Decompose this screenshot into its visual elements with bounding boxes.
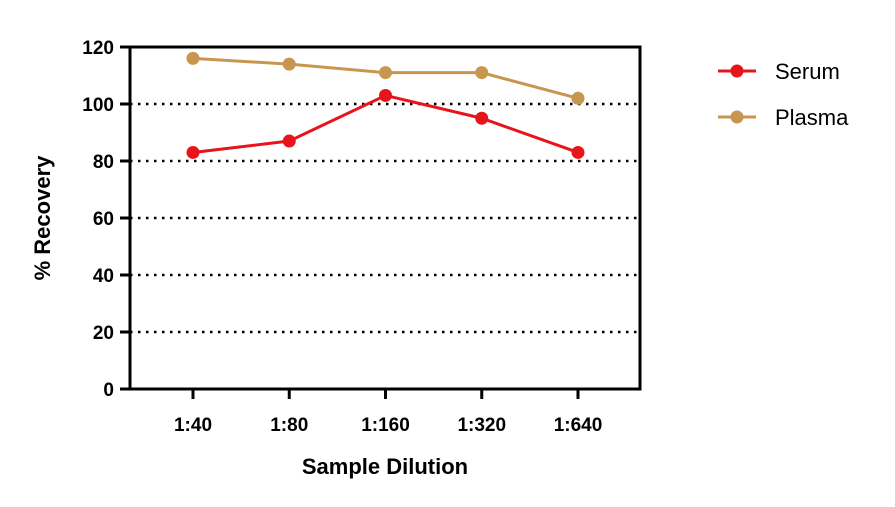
y-axis: 0 20 40 60 80 100 120 <box>82 38 130 401</box>
series-serum <box>186 88 585 159</box>
legend-label: Serum <box>775 59 840 84</box>
x-axis-title: Sample Dilution <box>302 454 468 479</box>
data-point <box>379 88 392 102</box>
y-tick-label: 60 <box>93 209 114 230</box>
legend-item: Serum <box>718 59 840 84</box>
legend: Serum Plasma <box>718 59 849 130</box>
y-tick-label: 120 <box>82 38 114 59</box>
data-point <box>186 145 200 159</box>
y-tick-label: 20 <box>93 323 114 344</box>
x-tick-label: 1:640 <box>554 415 603 436</box>
data-point <box>282 134 296 148</box>
y-axis-title: % Recovery <box>30 155 55 281</box>
gridlines <box>130 102 640 334</box>
data-point <box>379 66 392 80</box>
legend-item: Plasma <box>718 105 849 130</box>
series-layer <box>186 51 585 159</box>
plot-frame <box>128 45 642 391</box>
x-tick-label: 1:80 <box>270 415 308 436</box>
x-tick-label: 1:160 <box>361 415 410 436</box>
y-tick-label: 0 <box>103 380 114 401</box>
x-tick-label: 1:320 <box>457 415 506 436</box>
y-tick-label: 100 <box>82 95 114 116</box>
data-point <box>475 111 489 125</box>
x-axis: 1:40 1:80 1:160 1:320 1:640 <box>174 389 602 436</box>
data-point <box>282 57 296 71</box>
data-point <box>571 145 585 159</box>
legend-marker <box>730 110 744 124</box>
data-point <box>571 91 585 105</box>
legend-label: Plasma <box>775 105 849 130</box>
series-plasma <box>186 51 585 105</box>
data-point <box>475 66 489 80</box>
data-point <box>186 51 200 65</box>
y-tick-label: 40 <box>93 266 114 287</box>
x-tick-label: 1:40 <box>174 415 212 436</box>
y-tick-label: 80 <box>93 152 114 173</box>
legend-marker <box>730 64 744 78</box>
